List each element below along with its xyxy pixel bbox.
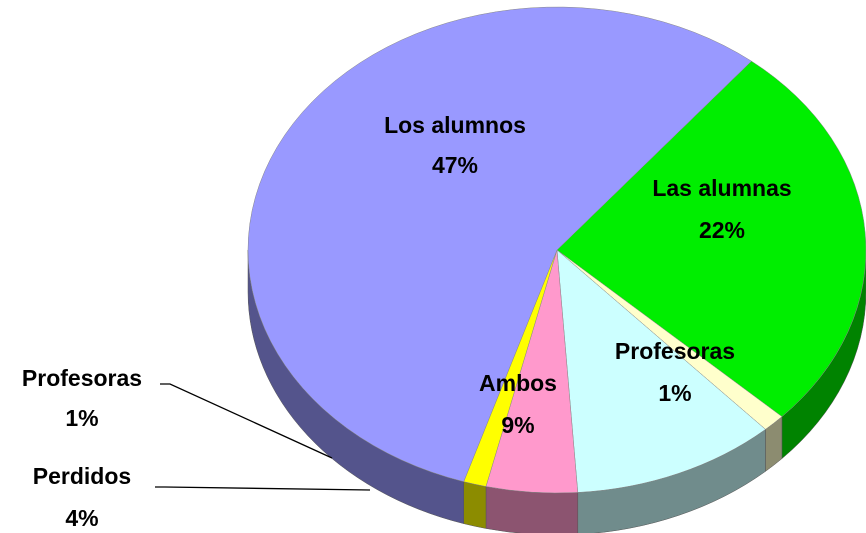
- leader-line: [155, 486, 371, 491]
- slice-side: [485, 486, 579, 533]
- value-label: 1%: [658, 380, 691, 406]
- slice: [556, 249, 766, 493]
- value-label: 22%: [699, 217, 745, 243]
- value-label: 4%: [65, 505, 98, 531]
- slice-label: Perdidos: [33, 463, 131, 489]
- slice: [556, 60, 866, 417]
- leader-line: [160, 383, 333, 459]
- slice-label: Profesoras: [22, 365, 142, 391]
- value-label: 47%: [432, 152, 478, 178]
- pie-tops: [247, 6, 866, 494]
- value-label: 1%: [65, 405, 98, 431]
- slice-side: [463, 481, 487, 529]
- labels: Las alumnas 22% Profesoras 1% Ambos 9% Perdido…: [22, 112, 792, 531]
- slice-label: Los alumnos: [384, 112, 526, 138]
- slice-label: Ambos: [479, 370, 557, 396]
- value-label: 9%: [501, 412, 534, 438]
- slice-label: Profesoras: [615, 338, 735, 364]
- pie-sides: [247, 249, 866, 533]
- slice: [247, 6, 752, 482]
- slice-label: Las alumnas: [652, 175, 791, 201]
